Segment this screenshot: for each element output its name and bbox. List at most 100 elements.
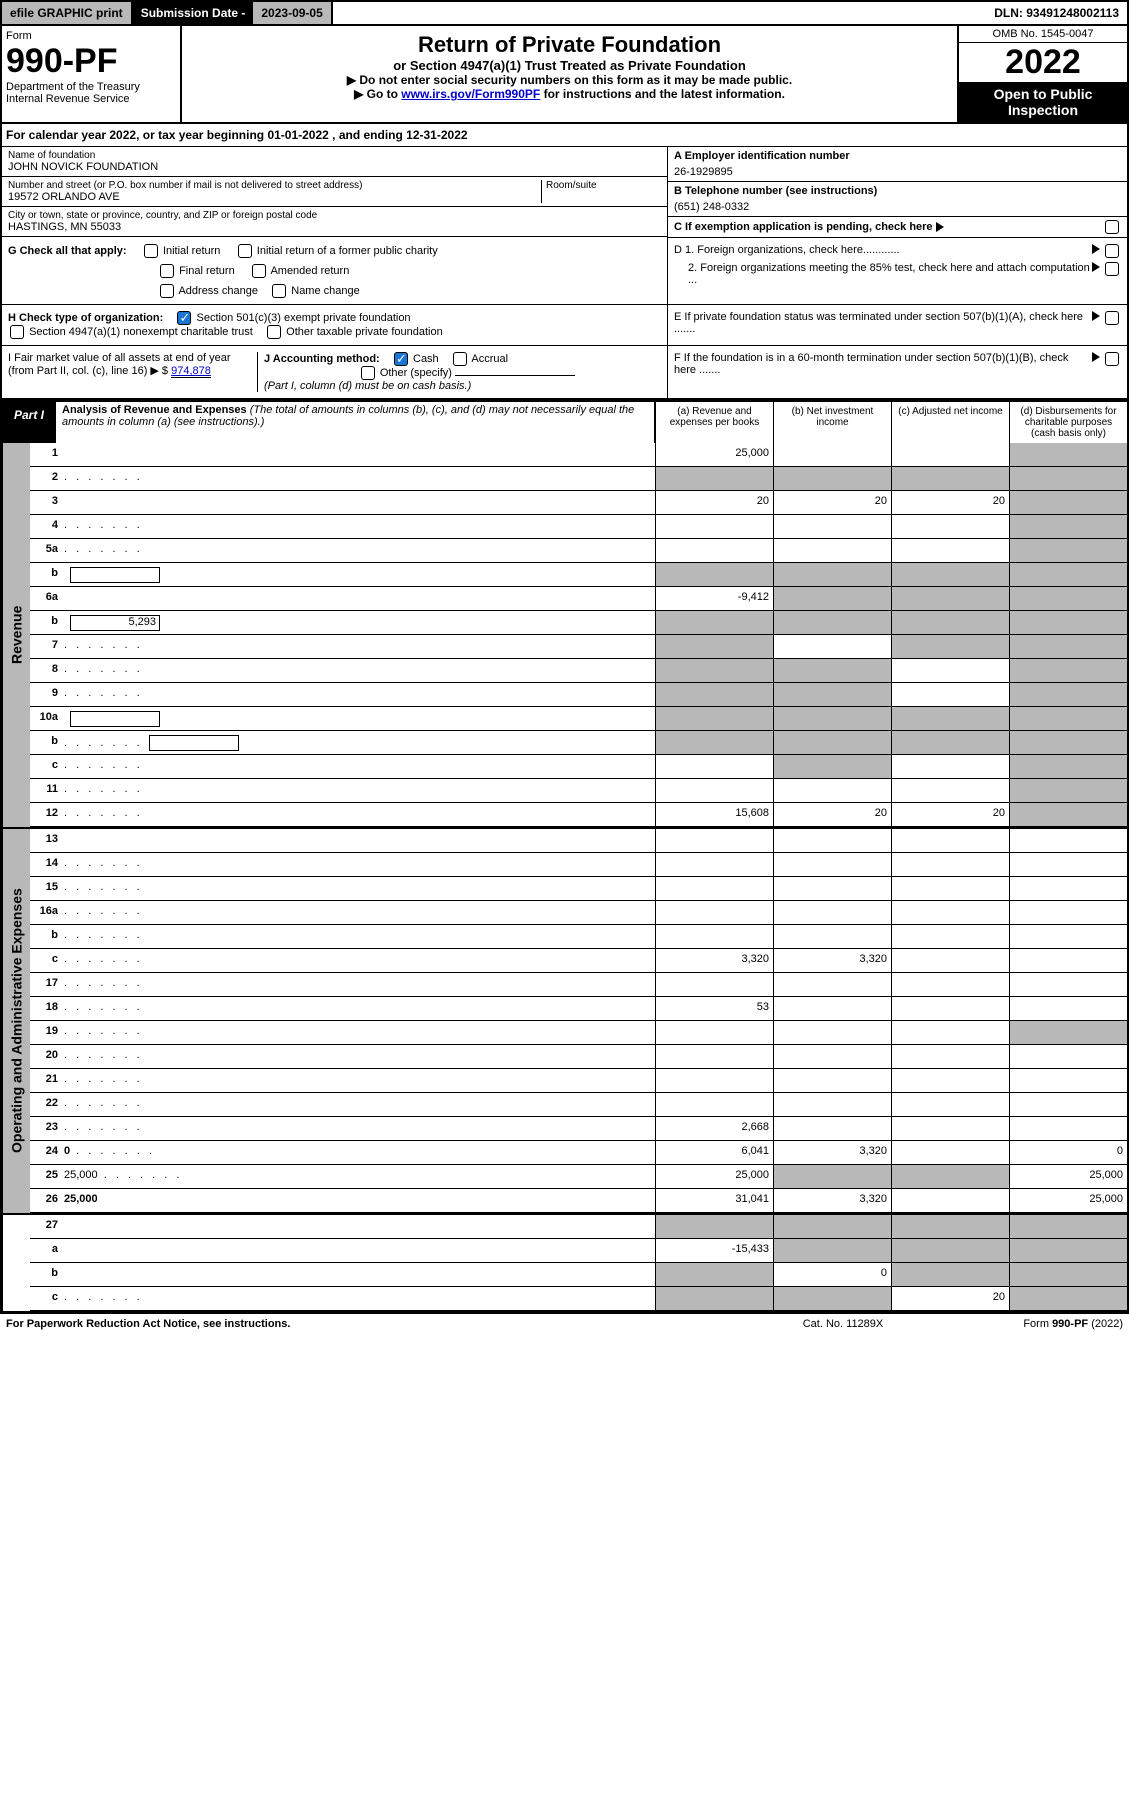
table-row: c . . . . . . . xyxy=(30,755,1127,779)
h-other-checkbox[interactable] xyxy=(267,325,281,339)
cell-a xyxy=(655,707,773,730)
line-number: 18 xyxy=(30,997,64,1020)
form-subtitle: or Section 4947(a)(1) Trust Treated as P… xyxy=(188,58,951,73)
arrow-icon xyxy=(1092,244,1100,254)
cell-b xyxy=(773,1165,891,1188)
g-amended-checkbox[interactable] xyxy=(252,264,266,278)
line-number: 21 xyxy=(30,1069,64,1092)
cell-b xyxy=(773,779,891,802)
c-checkbox[interactable] xyxy=(1105,220,1119,234)
j-other-checkbox[interactable] xyxy=(361,366,375,380)
d1-checkbox[interactable] xyxy=(1105,244,1119,258)
line-number: 24 xyxy=(30,1141,64,1164)
table-row: b . . . . . . . xyxy=(30,731,1127,755)
cell-a xyxy=(655,973,773,996)
arrow-icon xyxy=(1092,352,1100,362)
fmv-value[interactable]: 974,878 xyxy=(171,365,211,378)
j-cash-checkbox[interactable] xyxy=(394,352,408,366)
line-desc: . . . . . . . xyxy=(64,877,655,900)
summary-section: 27a-15,433b0c . . . . . . .20 xyxy=(0,1215,1129,1313)
line-number: 12 xyxy=(30,803,64,826)
cell-b xyxy=(773,1021,891,1044)
cell-a: -15,433 xyxy=(655,1239,773,1262)
form990pf-link[interactable]: www.irs.gov/Form990PF xyxy=(401,87,540,101)
e-checkbox[interactable] xyxy=(1105,311,1119,325)
g-address-checkbox[interactable] xyxy=(160,284,174,298)
form-title: Return of Private Foundation xyxy=(188,32,951,58)
h-4947-checkbox[interactable] xyxy=(10,325,24,339)
cell-d xyxy=(1009,587,1127,610)
j-accrual-checkbox[interactable] xyxy=(453,352,467,366)
line-number: 5a xyxy=(30,539,64,562)
cell-c xyxy=(891,443,1009,466)
part1-title: Analysis of Revenue and Expenses xyxy=(62,404,247,416)
line-number: b xyxy=(30,731,64,754)
efile-label[interactable]: efile GRAPHIC print xyxy=(2,2,133,24)
line-desc: . . . . . . . xyxy=(64,1069,655,1092)
line-desc xyxy=(64,1215,655,1238)
cell-d xyxy=(1009,755,1127,778)
line-desc: . . . . . . . xyxy=(64,539,655,562)
c-exemption-label: C If exemption application is pending, c… xyxy=(674,221,933,233)
table-row: c . . . . . . .20 xyxy=(30,1287,1127,1311)
cell-c xyxy=(891,1069,1009,1092)
line-desc: . . . . . . . xyxy=(64,901,655,924)
cell-c xyxy=(891,829,1009,852)
line-number: c xyxy=(30,949,64,972)
line-number: b xyxy=(30,563,64,586)
cell-b xyxy=(773,877,891,900)
cell-b xyxy=(773,1287,891,1310)
cell-b xyxy=(773,973,891,996)
line-desc: . . . . . . . xyxy=(64,997,655,1020)
table-row: 8 . . . . . . . xyxy=(30,659,1127,683)
cell-d xyxy=(1009,901,1127,924)
cell-d xyxy=(1009,539,1127,562)
cell-b xyxy=(773,659,891,682)
table-row: 125,000 xyxy=(30,443,1127,467)
cell-d xyxy=(1009,731,1127,754)
cell-a: 25,000 xyxy=(655,443,773,466)
g-initial-former-checkbox[interactable] xyxy=(238,244,252,258)
cell-b xyxy=(773,1215,891,1238)
line-desc xyxy=(64,443,655,466)
cell-b xyxy=(773,925,891,948)
table-row: 4 . . . . . . . xyxy=(30,515,1127,539)
footer-form: Form 990-PF (2022) xyxy=(923,1318,1123,1330)
cell-b xyxy=(773,731,891,754)
cell-c xyxy=(891,1117,1009,1140)
line-desc: . . . . . . . xyxy=(64,659,655,682)
cell-a xyxy=(655,829,773,852)
d2-checkbox[interactable] xyxy=(1105,262,1119,276)
cell-c xyxy=(891,587,1009,610)
line-number: c xyxy=(30,755,64,778)
cell-c xyxy=(891,635,1009,658)
cell-a xyxy=(655,1045,773,1068)
g-initial-checkbox[interactable] xyxy=(144,244,158,258)
cell-d xyxy=(1009,611,1127,634)
cell-a xyxy=(655,467,773,490)
cell-c xyxy=(891,1045,1009,1068)
h-501c3-checkbox[interactable] xyxy=(177,311,191,325)
line-number: 13 xyxy=(30,829,64,852)
g-name-checkbox[interactable] xyxy=(272,284,286,298)
top-bar: efile GRAPHIC print Submission Date - 20… xyxy=(0,0,1129,26)
cell-d xyxy=(1009,1117,1127,1140)
cell-c xyxy=(891,1093,1009,1116)
f-checkbox[interactable] xyxy=(1105,352,1119,366)
table-row: c . . . . . . .3,3203,320 xyxy=(30,949,1127,973)
cell-c: 20 xyxy=(891,491,1009,514)
submission-date: 2023-09-05 xyxy=(253,2,332,24)
form-number: 990-PF xyxy=(6,42,176,81)
table-row: 13 xyxy=(30,829,1127,853)
part1-header: Part I Analysis of Revenue and Expenses … xyxy=(0,400,1129,443)
line-number: 6a xyxy=(30,587,64,610)
g-final-checkbox[interactable] xyxy=(160,264,174,278)
line-number: 7 xyxy=(30,635,64,658)
cell-d xyxy=(1009,1069,1127,1092)
table-row: 5a . . . . . . . xyxy=(30,539,1127,563)
cell-d xyxy=(1009,973,1127,996)
line-desc xyxy=(64,491,655,514)
cell-d xyxy=(1009,515,1127,538)
cell-c xyxy=(891,707,1009,730)
cell-a xyxy=(655,1021,773,1044)
